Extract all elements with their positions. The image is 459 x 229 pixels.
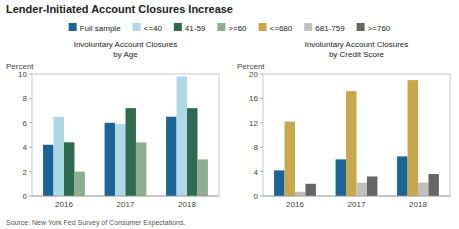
- y-tick: [260, 147, 263, 148]
- legend: Full sample <=40 41-59 >=60 <=680 681-759 >=76…: [69, 23, 391, 33]
- y-tick-label: 0: [23, 192, 28, 201]
- plot-frame: [263, 74, 450, 196]
- bar: [126, 108, 136, 196]
- x-axis-line: [263, 196, 450, 197]
- legend-swatch: [217, 23, 225, 31]
- y-tick-label: 20: [249, 70, 258, 79]
- legend-swatch: [133, 23, 141, 31]
- bar: [54, 117, 64, 196]
- bar: [346, 91, 356, 196]
- x-tick-label: 2017: [117, 200, 135, 209]
- y-tick: [260, 122, 263, 123]
- bar: [285, 122, 295, 196]
- x-tick-label: 2016: [286, 200, 304, 209]
- y-tick-label: 10: [18, 70, 27, 79]
- bar: [187, 108, 197, 196]
- bar: [105, 123, 115, 196]
- plot-frame: [32, 74, 219, 196]
- bar: [136, 142, 146, 196]
- y-tick: [260, 98, 263, 99]
- y-tick-label: 2: [23, 168, 28, 177]
- bar: [197, 159, 207, 196]
- legend-swatch: [174, 23, 182, 31]
- bar: [115, 124, 125, 196]
- y-tick-label: 8: [23, 94, 28, 103]
- y-tick-label: 16: [249, 94, 258, 103]
- bar: [428, 174, 438, 196]
- legend-label: Full sample: [80, 24, 121, 33]
- legend-swatch: [357, 23, 365, 31]
- legend-label: <=40: [144, 24, 163, 33]
- y-tick-label: 4: [23, 143, 28, 152]
- bars: [274, 80, 439, 196]
- chart-title: Involuntary Account Closures: [305, 40, 409, 49]
- bar: [274, 170, 284, 196]
- x-axis-line: [32, 196, 219, 197]
- chart-subtitle: by Age: [113, 50, 138, 59]
- x-tick-label: 2018: [178, 200, 196, 209]
- bar: [166, 117, 176, 196]
- chart-subtitle: by Credit Score: [329, 50, 385, 59]
- y-tick: [260, 74, 263, 75]
- chart-title: Involuntary Account Closures: [74, 40, 178, 49]
- legend-label: 681-759: [315, 24, 345, 33]
- bar: [357, 183, 367, 196]
- y-tick: [29, 196, 32, 197]
- bar: [408, 80, 418, 196]
- bar: [64, 142, 74, 196]
- y-tick-label: 0: [254, 192, 259, 201]
- y-tick: [260, 171, 263, 172]
- legend-label: >=760: [368, 24, 391, 33]
- y-tick: [260, 196, 263, 197]
- y-tick: [29, 171, 32, 172]
- bar: [305, 184, 315, 196]
- y-tick: [29, 98, 32, 99]
- panel: Involuntary Account Closuresby Credit Sc…: [237, 40, 450, 209]
- legend-swatch: [304, 23, 312, 31]
- y-tick-label: 8: [254, 143, 259, 152]
- legend-swatch: [259, 23, 267, 31]
- bar: [74, 172, 84, 196]
- figure-title: Lender-Initiated Account Closures Increa…: [6, 3, 233, 15]
- bar: [397, 156, 407, 196]
- legend-swatch: [69, 23, 77, 31]
- bar: [295, 192, 305, 196]
- source-note: Source: New York Fed Survey of Consumer …: [6, 219, 185, 227]
- x-tick-label: 2016: [55, 200, 73, 209]
- y-tick: [29, 147, 32, 148]
- bar: [43, 145, 53, 196]
- x-tick-label: 2017: [348, 200, 366, 209]
- legend-label: 41-59: [185, 24, 206, 33]
- bar: [367, 176, 377, 196]
- y-tick-label: 4: [254, 168, 259, 177]
- y-tick-label: 12: [249, 119, 258, 128]
- legend-label: <=680: [270, 24, 293, 33]
- bar: [418, 183, 428, 196]
- panel: Involuntary Account Closuresby AgePercen…: [6, 40, 219, 209]
- bar: [336, 159, 346, 196]
- legend-label: >=60: [228, 24, 247, 33]
- bar: [177, 76, 187, 196]
- y-tick: [29, 122, 32, 123]
- chart: Lender-Initiated Account Closures Increa…: [0, 0, 459, 229]
- y-tick: [29, 74, 32, 75]
- x-tick-label: 2018: [409, 200, 427, 209]
- y-tick-label: 6: [23, 119, 28, 128]
- bars: [43, 76, 208, 196]
